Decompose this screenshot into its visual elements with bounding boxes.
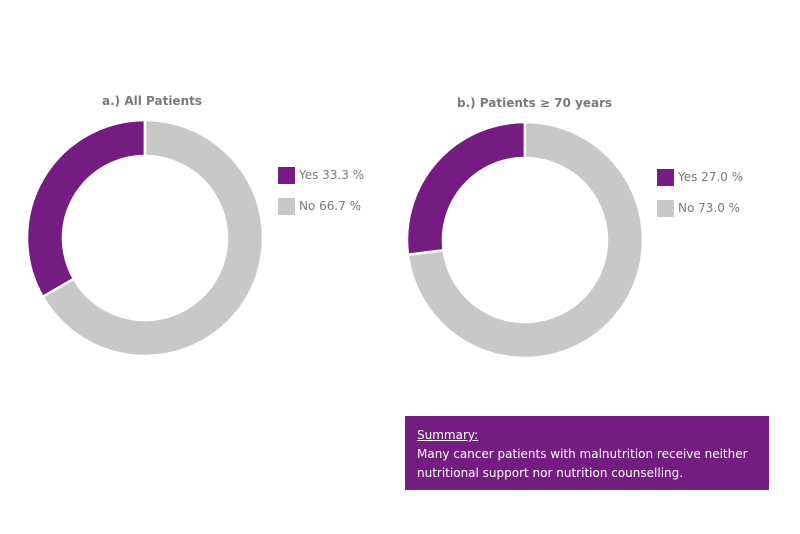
legend-item-yes: Yes 33.3 % bbox=[278, 166, 364, 184]
no-swatch bbox=[657, 199, 674, 217]
slice-yes bbox=[25, 118, 147, 299]
legend-item-yes: Yes 27.0 % bbox=[657, 168, 743, 186]
legend-label-no: No 73.0 % bbox=[678, 201, 741, 215]
donut-chart-all-patients bbox=[25, 118, 265, 358]
slice-no bbox=[406, 120, 645, 360]
slice-no bbox=[40, 118, 265, 358]
chart-b-legend: Yes 27.0 % No 73.0 % bbox=[657, 168, 743, 230]
chart-b-title: b.) Patients ≥ 70 years bbox=[457, 96, 613, 110]
legend-item-no: No 73.0 % bbox=[657, 199, 743, 217]
legend-item-no: No 66.7 % bbox=[278, 197, 364, 215]
legend-label-yes: Yes 27.0 % bbox=[678, 170, 744, 184]
summary-text: Many cancer patients with malnutrition r… bbox=[417, 447, 748, 480]
no-swatch bbox=[278, 197, 295, 215]
summary-title: Summary: bbox=[417, 428, 479, 442]
summary-box: Summary: Many cancer patients with malnu… bbox=[405, 416, 769, 490]
yes-swatch bbox=[657, 168, 674, 186]
chart-a-title: a.) All Patients bbox=[102, 94, 202, 108]
slice-yes bbox=[405, 120, 527, 257]
legend-label-no: No 66.7 % bbox=[299, 199, 362, 213]
donut-chart-patients-70-plus bbox=[405, 120, 645, 360]
legend-label-yes: Yes 33.3 % bbox=[299, 168, 365, 182]
chart-a-legend: Yes 33.3 % No 66.7 % bbox=[278, 166, 364, 228]
yes-swatch bbox=[278, 166, 295, 184]
